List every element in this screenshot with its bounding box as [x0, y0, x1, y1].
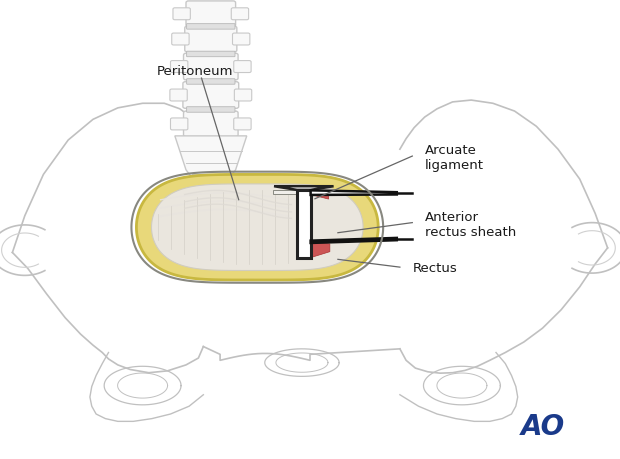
FancyBboxPatch shape: [170, 61, 188, 73]
FancyBboxPatch shape: [231, 8, 249, 20]
Polygon shape: [297, 190, 311, 257]
Polygon shape: [151, 184, 363, 270]
Polygon shape: [274, 186, 334, 190]
FancyBboxPatch shape: [183, 82, 239, 108]
Polygon shape: [311, 190, 397, 195]
FancyBboxPatch shape: [232, 33, 250, 45]
Text: Anterior
rectus sheath: Anterior rectus sheath: [425, 211, 516, 239]
Polygon shape: [175, 136, 247, 194]
FancyBboxPatch shape: [170, 118, 188, 130]
FancyBboxPatch shape: [187, 107, 235, 112]
FancyBboxPatch shape: [234, 89, 252, 101]
Polygon shape: [136, 174, 378, 280]
FancyBboxPatch shape: [184, 111, 238, 137]
Polygon shape: [273, 190, 307, 194]
FancyBboxPatch shape: [184, 53, 238, 80]
FancyBboxPatch shape: [187, 79, 235, 84]
FancyBboxPatch shape: [170, 89, 187, 101]
FancyBboxPatch shape: [187, 51, 235, 56]
Text: Peritoneum: Peritoneum: [157, 65, 234, 78]
Polygon shape: [311, 238, 397, 243]
Text: Arcuate
ligament: Arcuate ligament: [425, 144, 484, 173]
FancyBboxPatch shape: [185, 26, 237, 52]
FancyBboxPatch shape: [172, 33, 189, 45]
Polygon shape: [307, 190, 329, 199]
FancyBboxPatch shape: [186, 1, 236, 27]
FancyBboxPatch shape: [173, 8, 190, 20]
FancyBboxPatch shape: [187, 23, 235, 29]
FancyBboxPatch shape: [234, 61, 251, 73]
Text: Rectus: Rectus: [412, 262, 457, 275]
Text: AO: AO: [520, 413, 565, 441]
Polygon shape: [311, 242, 330, 257]
FancyBboxPatch shape: [234, 118, 251, 130]
